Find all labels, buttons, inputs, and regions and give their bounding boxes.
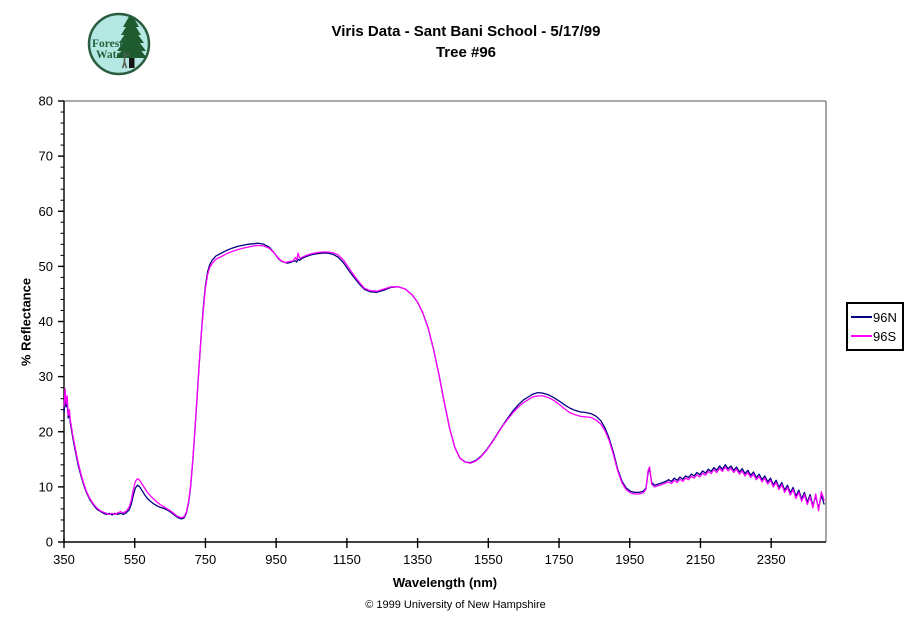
svg-text:750: 750 xyxy=(195,552,217,567)
svg-text:70: 70 xyxy=(39,149,53,164)
copyright-text: © 1999 University of New Hampshire xyxy=(365,599,546,611)
legend-label-96s: 96S xyxy=(873,328,897,344)
svg-text:950: 950 xyxy=(265,552,287,567)
svg-text:10: 10 xyxy=(39,479,53,494)
svg-text:60: 60 xyxy=(39,204,53,219)
legend-box: 96N 96S xyxy=(846,302,904,351)
legend-item-96n: 96N xyxy=(848,310,902,325)
svg-text:50: 50 xyxy=(39,259,53,274)
svg-text:80: 80 xyxy=(39,94,53,109)
svg-text:1750: 1750 xyxy=(545,552,574,567)
legend-item-96s: 96S xyxy=(848,329,902,344)
svg-text:1550: 1550 xyxy=(474,552,503,567)
svg-text:2150: 2150 xyxy=(686,552,715,567)
chart-title: Viris Data - Sant Bani School - 5/17/99 … xyxy=(161,21,771,63)
pine-tree-icon xyxy=(116,14,147,69)
legend-label-96n: 96N xyxy=(873,309,897,325)
svg-text:0: 0 xyxy=(46,535,53,550)
svg-text:40: 40 xyxy=(39,314,53,329)
svg-text:1350: 1350 xyxy=(403,552,432,567)
logo-text-line2: Watch xyxy=(96,49,129,61)
chart-title-line1: Viris Data - Sant Bani School - 5/17/99 xyxy=(331,23,601,40)
96n-line-swatch xyxy=(851,316,872,318)
forest-watch-logo: Forest Watch xyxy=(87,12,151,76)
svg-text:30: 30 xyxy=(39,369,53,384)
logo-text-line1: Forest xyxy=(92,38,123,50)
svg-text:350: 350 xyxy=(53,552,75,567)
y-axis-title: % Reflectance xyxy=(18,277,34,367)
svg-text:2350: 2350 xyxy=(757,552,786,567)
svg-text:550: 550 xyxy=(124,552,146,567)
96s-line-swatch xyxy=(851,335,872,337)
x-axis-title: Wavelength (nm) xyxy=(392,575,498,590)
person-figure-icon xyxy=(121,52,130,69)
svg-text:1150: 1150 xyxy=(333,552,361,567)
svg-text:20: 20 xyxy=(39,424,53,439)
svg-text:1950: 1950 xyxy=(615,552,644,567)
chart-title-line2: Tree #96 xyxy=(435,44,497,61)
